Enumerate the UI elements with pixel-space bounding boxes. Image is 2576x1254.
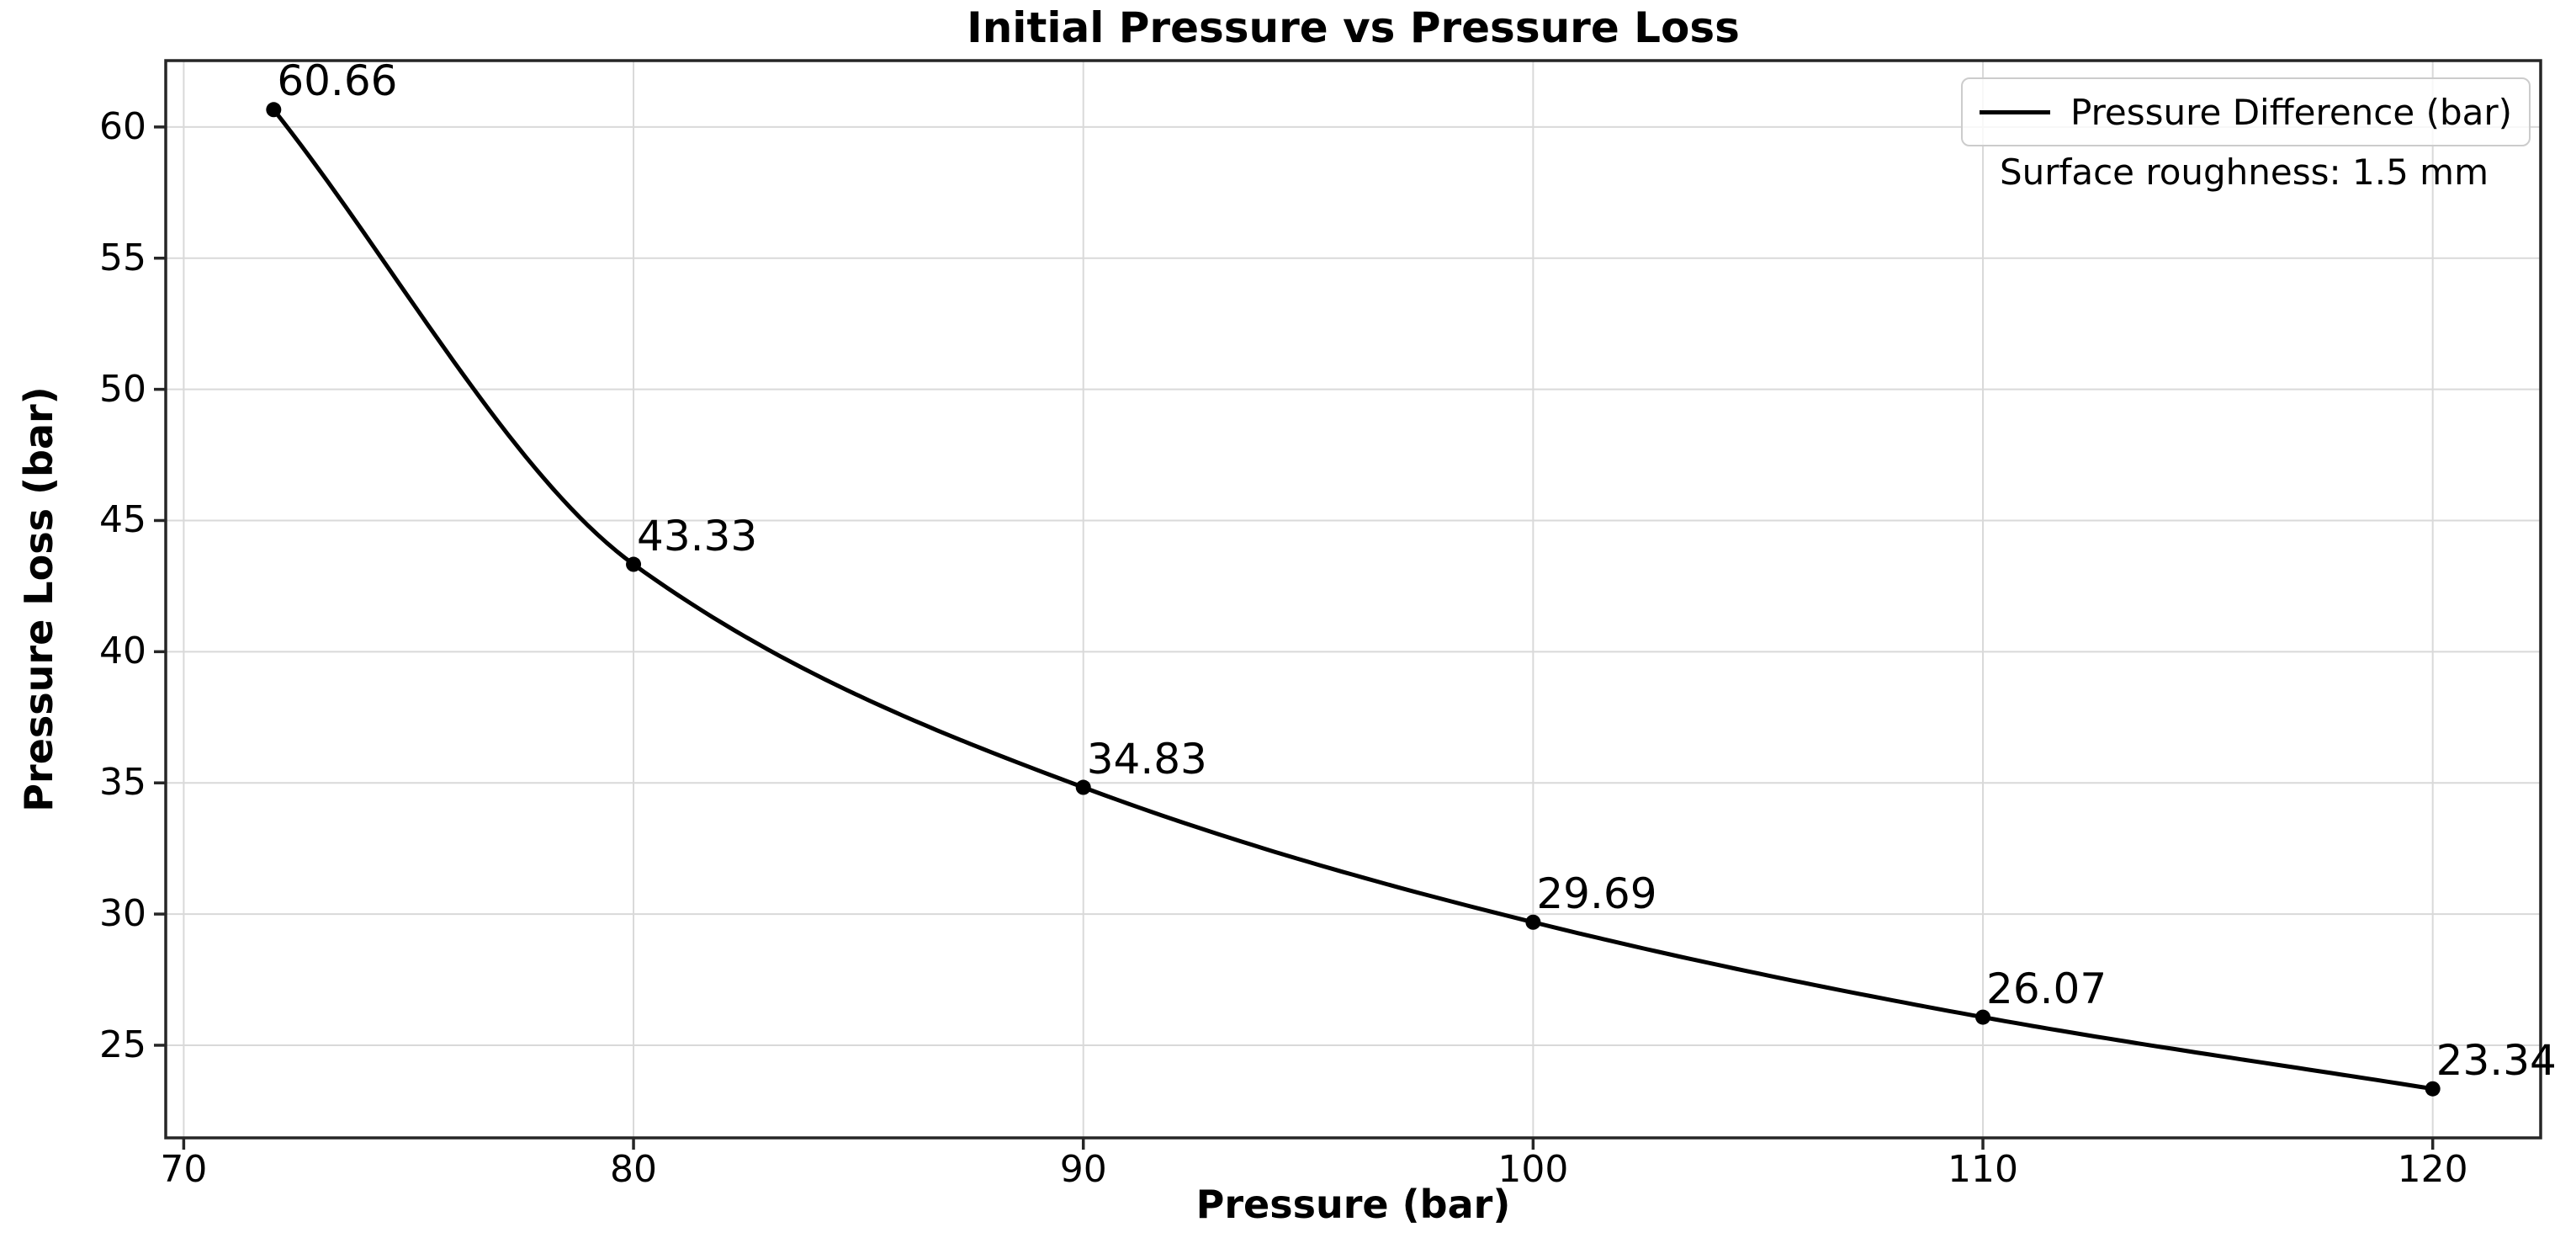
data-point-marker [2425,1081,2441,1097]
y-tick-label: 35 [99,761,146,805]
legend-series-label: Pressure Difference (bar) [2070,91,2512,133]
chart-title: Initial Pressure vs Pressure Loss [967,3,1740,52]
y-tick-label: 55 [99,236,146,279]
plot-border [164,59,2542,1140]
surface-roughness-note: Surface roughness: 1.5 mm [2000,151,2489,193]
y-tick-label: 25 [99,1023,146,1066]
y-axis-label: Pressure Loss (bar) [16,386,61,812]
data-point-marker [1075,779,1091,795]
data-point-marker [626,556,642,572]
point-label: 29.69 [1536,869,1657,918]
data-point-marker [1525,914,1541,930]
x-tick-label: 90 [1059,1148,1107,1191]
point-label: 34.83 [1086,734,1207,784]
point-label: 26.07 [1986,964,2107,1013]
legend: Pressure Difference (bar) [1961,77,2531,146]
x-tick-label: 120 [2397,1148,2468,1191]
y-tick-label: 60 [99,104,146,148]
x-tick-label: 80 [610,1148,658,1191]
x-tick-label: 110 [1948,1148,2018,1191]
y-tick-label: 30 [99,892,146,936]
y-tick-label: 40 [99,630,146,673]
y-tick-label: 50 [99,367,146,411]
x-tick-label: 100 [1497,1148,1569,1191]
y-tick-label: 45 [99,498,146,542]
x-tick-label: 70 [160,1148,208,1191]
data-point-marker [266,102,282,118]
data-line [271,107,2436,1092]
data-point-marker [1975,1009,1991,1025]
point-label: 60.66 [277,56,398,106]
x-axis-label: Pressure (bar) [1195,1182,1511,1227]
point-label: 43.33 [637,511,758,561]
point-label: 23.34 [2436,1035,2557,1085]
legend-line-swatch [1980,109,2050,114]
